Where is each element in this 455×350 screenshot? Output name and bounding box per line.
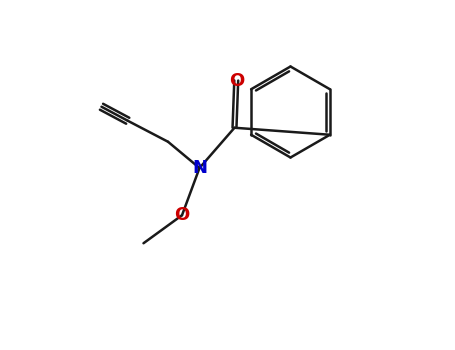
Text: O: O — [228, 71, 244, 90]
Text: N: N — [192, 159, 207, 177]
Text: O: O — [174, 206, 190, 224]
